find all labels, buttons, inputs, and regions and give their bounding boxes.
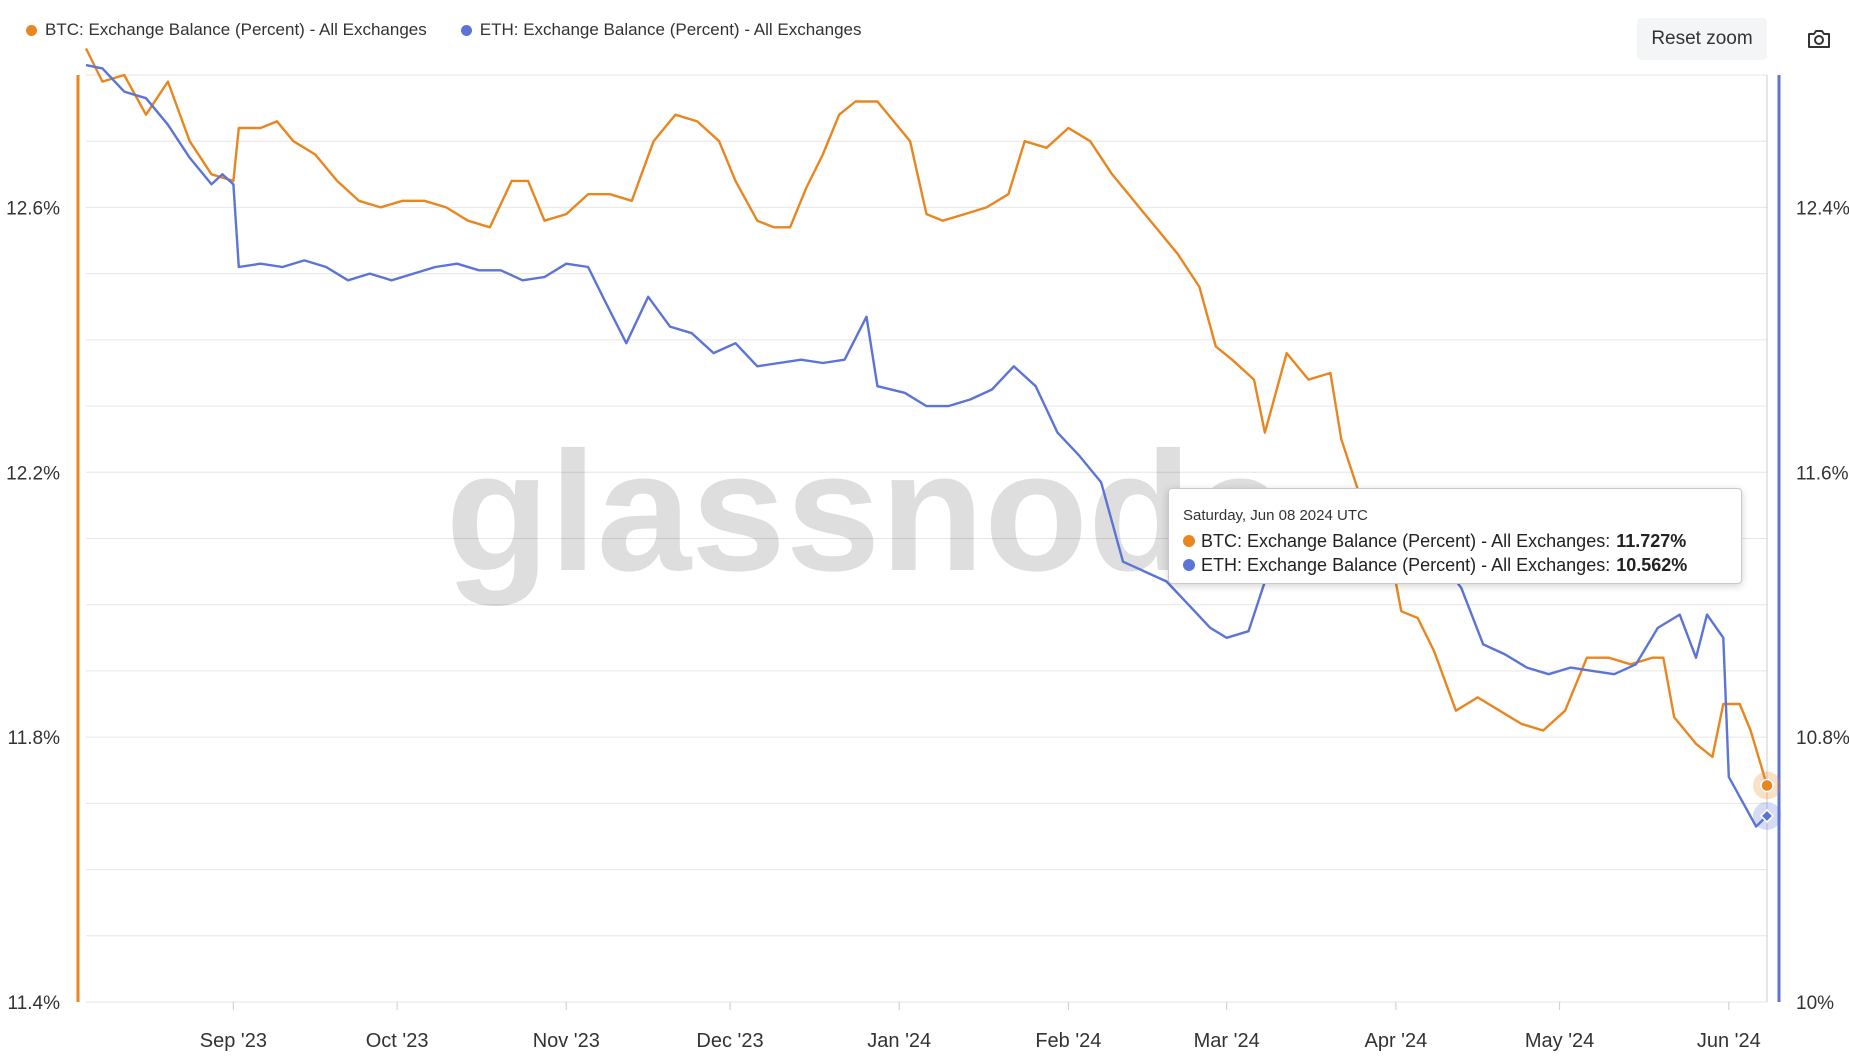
tooltip-label-btc: BTC: Exchange Balance (Percent) - All Ex…: [1201, 531, 1611, 551]
y-right-tick-label: 12.4%: [1796, 198, 1849, 219]
tooltip-value-btc: 11.727%: [1616, 531, 1687, 551]
y-right-tick-label: 10.8%: [1796, 728, 1849, 749]
axes: [76, 75, 1781, 1002]
y-left-tick-label: 11.8%: [8, 728, 61, 749]
x-tick-label: Jan '24: [867, 1030, 931, 1052]
tooltip-label-eth: ETH: Exchange Balance (Percent) - All Ex…: [1201, 555, 1611, 575]
highlight-markers: [1753, 75, 1781, 1002]
eth-series-line: [85, 63, 1768, 828]
legend-marker-eth: [460, 24, 472, 36]
legend-label-btc: BTC: Exchange Balance (Percent) - All Ex…: [45, 20, 427, 39]
tooltip-value-eth: 10.562%: [1616, 555, 1688, 575]
chart-legend: BTC: Exchange Balance (Percent) - All Ex…: [26, 20, 862, 40]
btc-series-line: [84, 47, 1769, 786]
x-tick-label: Apr '24: [1364, 1030, 1427, 1052]
series-lines: [84, 47, 1769, 828]
x-tick-label: Feb '24: [1035, 1030, 1101, 1052]
reset-zoom-button[interactable]: Reset zoom: [1637, 18, 1767, 60]
legend-item-eth[interactable]: ETH: Exchange Balance (Percent) - All Ex…: [460, 20, 862, 40]
tooltip-row-eth: ETH: Exchange Balance (Percent) - All Ex…: [1183, 553, 1727, 577]
x-tick-label: Jun '24: [1697, 1030, 1761, 1052]
eth-highlight-point: [1759, 808, 1775, 823]
x-tick-label: Mar '24: [1194, 1030, 1260, 1052]
y-left-tick-label: 11.4%: [8, 993, 61, 1014]
x-tick-label: Sep '23: [200, 1030, 267, 1052]
camera-icon[interactable]: [1806, 26, 1832, 52]
btc-highlight-point: [1760, 778, 1774, 793]
tooltip-row-btc: BTC: Exchange Balance (Percent) - All Ex…: [1183, 529, 1727, 553]
grid-lines: [86, 74, 1767, 1003]
legend-label-eth: ETH: Exchange Balance (Percent) - All Ex…: [479, 20, 862, 39]
tooltip-date: Saturday, Jun 08 2024 UTC: [1183, 507, 1368, 524]
y-right-tick-label: 11.6%: [1796, 463, 1849, 484]
x-tick-label: Oct '23: [366, 1030, 429, 1052]
tooltip-marker-btc: [1183, 535, 1195, 547]
y-left-tick-label: 12.2%: [6, 463, 60, 484]
legend-marker-btc: [26, 24, 37, 36]
x-tick-label: Nov '23: [533, 1030, 600, 1052]
tooltip-marker-eth: [1183, 559, 1195, 571]
y-right-tick-label: 10%: [1796, 993, 1834, 1014]
y-left-tick-label: 12.6%: [6, 198, 60, 219]
legend-item-btc[interactable]: BTC: Exchange Balance (Percent) - All Ex…: [26, 20, 427, 40]
tick-labels: 12.6% 12.2% 11.8% 11.4% 12.4% 11.6% 10.8% 10% Se…: [6, 198, 1849, 1052]
watermark-logo: glassnode: [446, 417, 1287, 607]
x-tick-label: Dec '23: [696, 1030, 763, 1052]
data-tooltip: Saturday, Jun 08 2024 UTC BTC: Exchange …: [1168, 488, 1742, 584]
x-tick-label: May '24: [1525, 1030, 1594, 1052]
